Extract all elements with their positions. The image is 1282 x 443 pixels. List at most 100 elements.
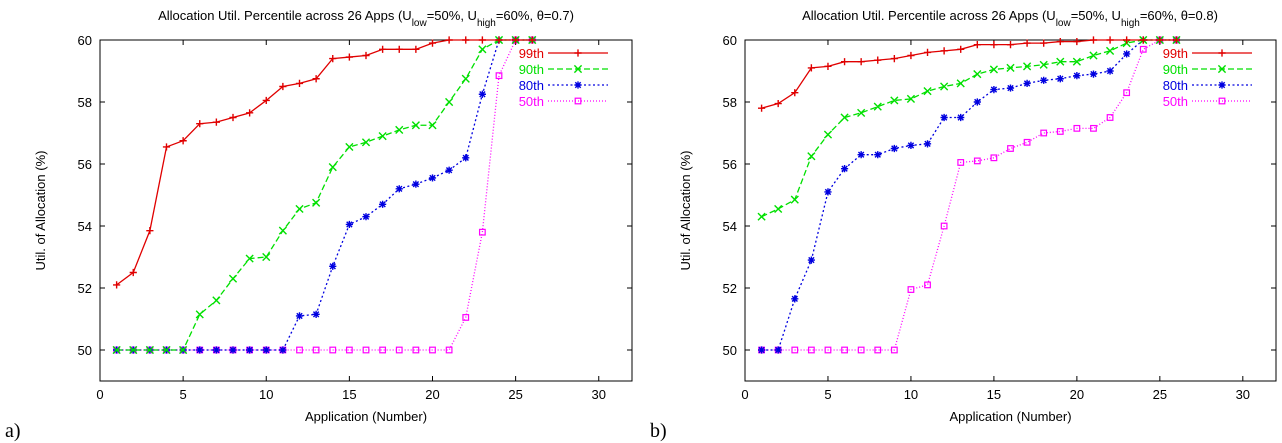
y-axis-label: Util. of Allocation (%) (678, 151, 693, 271)
data-point (196, 346, 204, 354)
data-point (774, 204, 783, 214)
y-tick-label: 60 (723, 33, 737, 48)
x-tick-label: 10 (904, 387, 918, 402)
data-point (774, 346, 782, 354)
data-point (1139, 36, 1147, 44)
data-point (195, 310, 204, 319)
data-point (112, 345, 121, 355)
series-line-80th (116, 39, 533, 351)
data-point (1106, 114, 1114, 121)
data-point (462, 154, 470, 162)
data-point (857, 151, 865, 159)
data-point (461, 74, 470, 83)
data-point (512, 36, 520, 44)
series-line-50th (116, 39, 533, 351)
data-point (378, 132, 387, 141)
data-point (1073, 37, 1081, 46)
data-point (857, 346, 865, 354)
data-point (329, 346, 337, 354)
data-point (824, 188, 832, 196)
data-point (1123, 89, 1131, 97)
data-point (757, 212, 766, 221)
data-point (1056, 37, 1064, 46)
data-point (445, 166, 453, 174)
data-point (990, 41, 998, 49)
data-point (857, 108, 866, 117)
data-point (1022, 62, 1032, 71)
series-80th (757, 36, 1181, 354)
legend-label: 90th (519, 62, 544, 77)
data-point (245, 254, 254, 263)
data-point (445, 97, 454, 107)
x-axis-label: Application (Number) (305, 409, 427, 424)
panel-letter: b) (650, 420, 667, 442)
legend-label: 90th (1163, 62, 1188, 77)
x-tick-label: 5 (824, 387, 831, 402)
legend-label: 50th (519, 94, 544, 109)
data-point (445, 36, 453, 44)
data-point (395, 346, 403, 354)
data-point (146, 227, 154, 235)
data-point (790, 195, 799, 204)
panel-letter: a) (5, 420, 21, 442)
data-point (478, 36, 486, 44)
series-90th (112, 35, 537, 355)
data-point (262, 252, 271, 262)
data-point (162, 143, 171, 151)
series-50th (758, 36, 1180, 354)
data-point (196, 120, 204, 128)
data-point (757, 104, 766, 112)
data-point (345, 346, 353, 354)
data-point (923, 87, 932, 96)
data-point (957, 45, 965, 53)
data-point (1023, 138, 1031, 146)
legend-label: 80th (1163, 78, 1188, 93)
data-point (1090, 124, 1097, 132)
data-point (907, 51, 915, 60)
data-point (874, 346, 882, 354)
y-tick-label: 60 (78, 33, 92, 48)
data-point (312, 75, 320, 83)
data-point (212, 346, 220, 354)
data-point (279, 346, 287, 354)
data-point (874, 151, 882, 159)
plot-frame (744, 39, 1277, 382)
x-tick-label: 20 (1070, 387, 1084, 402)
y-tick-label: 52 (78, 281, 92, 296)
data-point (329, 262, 337, 270)
data-point (807, 64, 815, 72)
data-point (129, 345, 138, 355)
legend-marker (574, 49, 582, 57)
legend-label: 99th (519, 46, 544, 61)
data-point (262, 346, 270, 354)
data-point (229, 113, 237, 122)
data-point (1040, 129, 1048, 137)
data-point (295, 312, 304, 320)
y-tick-label: 52 (723, 281, 737, 296)
x-tick-label: 25 (1153, 387, 1167, 402)
data-point (840, 165, 849, 173)
data-point (145, 345, 154, 355)
legend-marker (574, 81, 582, 89)
data-point (345, 142, 354, 152)
data-point (1123, 50, 1131, 58)
x-tick-label: 15 (987, 387, 1001, 402)
data-point (973, 41, 981, 49)
data-point (395, 45, 403, 53)
series-line-99th (761, 39, 1177, 109)
data-point (462, 314, 470, 321)
data-point (428, 39, 437, 47)
y-tick-label: 56 (723, 157, 737, 172)
data-point (907, 141, 915, 149)
data-point (478, 228, 486, 236)
data-point (923, 140, 932, 148)
data-point (212, 296, 221, 305)
data-point (179, 137, 187, 145)
data-point (791, 295, 799, 303)
data-point (412, 180, 420, 188)
data-point (1106, 36, 1114, 44)
data-point (395, 125, 404, 134)
data-point (890, 96, 899, 105)
data-point (841, 346, 848, 354)
